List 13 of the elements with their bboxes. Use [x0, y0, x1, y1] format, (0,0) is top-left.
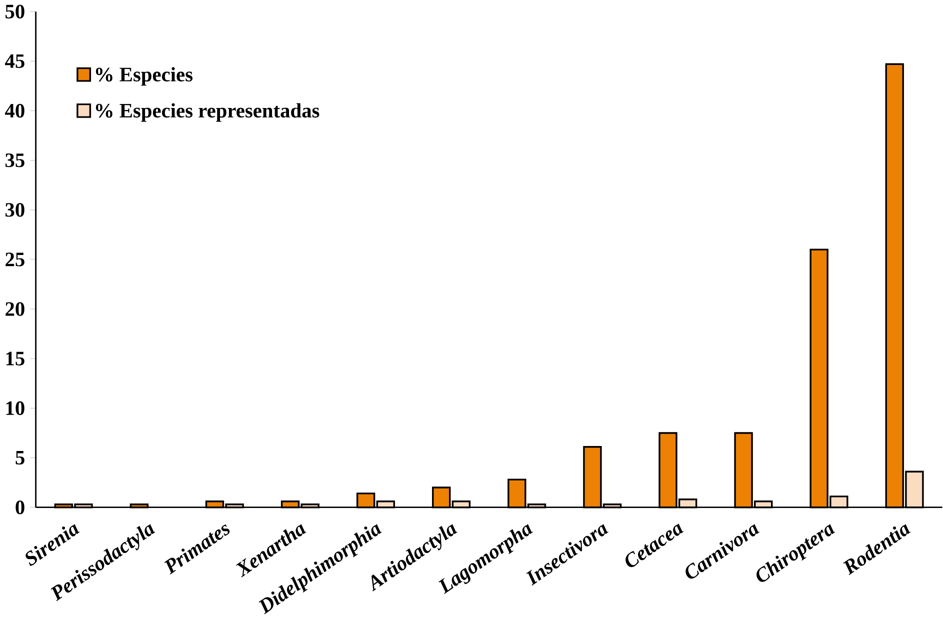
legend-label: % Especies: [96, 67, 193, 86]
y-tick-label: 45: [5, 54, 24, 68]
y-tick-label: 5: [16, 450, 24, 464]
y-tick-label: 25: [6, 252, 24, 266]
y-tick-label: 30: [6, 202, 24, 217]
y-tick-label: 20: [6, 302, 24, 316]
y-tick-label: 0: [16, 500, 24, 514]
y-tick-label: 15: [6, 352, 24, 366]
y-tick-label: 10: [6, 401, 24, 415]
y-tick-label: 35: [6, 153, 24, 168]
y-tick-label: 50: [6, 4, 24, 18]
y-tick-label: 40: [5, 104, 24, 118]
legend-label: % Especies representadas: [96, 103, 320, 122]
